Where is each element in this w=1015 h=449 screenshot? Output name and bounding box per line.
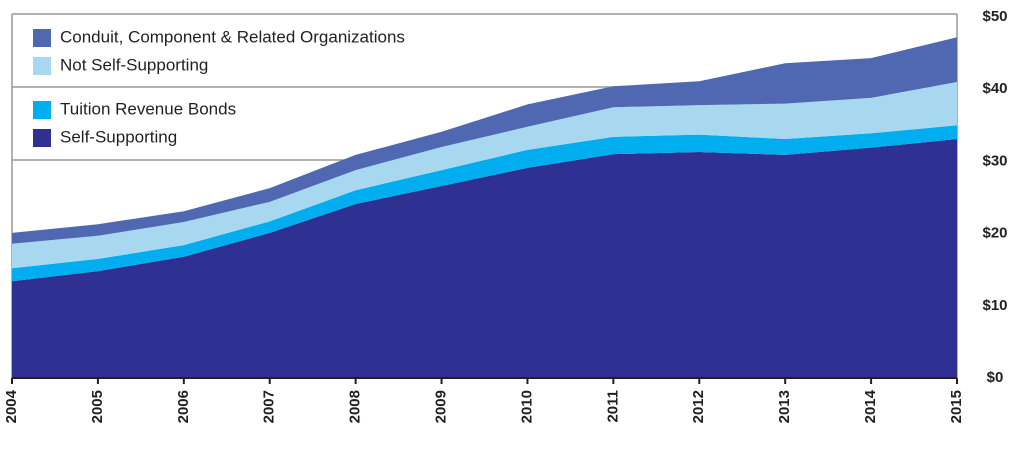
area	[12, 139, 957, 378]
x-tick-label: 2015	[948, 390, 965, 423]
overlay: 2004 2005 2006 2007 2008 2009 2010 2011 2012 2013…	[3, 8, 1008, 423]
x-tick-label: 2005	[89, 390, 106, 423]
x-tick-label: 2004	[3, 389, 20, 423]
x-tick-label: 2013	[776, 390, 793, 423]
legend-label: Conduit, Component & Related Organizatio…	[60, 27, 405, 46]
legend-swatch	[33, 101, 51, 119]
x-tick-label: 2008	[347, 390, 364, 423]
y-tick-label: $30	[982, 152, 1007, 169]
legend-swatch	[33, 129, 51, 147]
y-tick-label: $40	[982, 80, 1007, 97]
areas	[12, 37, 957, 378]
area	[12, 37, 957, 244]
y-tick-label: $50	[982, 8, 1007, 25]
x-tick-label: 2007	[261, 390, 278, 423]
area	[12, 81, 957, 269]
legend-label: Self-Supporting	[60, 127, 177, 146]
x-tick-label: 2014	[862, 389, 879, 423]
x-tick-label: 2012	[690, 390, 707, 423]
legend-swatch	[33, 29, 51, 47]
x-tick-label: 2010	[518, 390, 535, 423]
legend-swatch	[33, 57, 51, 75]
x-tick-label: 2011	[604, 390, 621, 423]
x-tick-label: 2006	[175, 390, 192, 423]
y-tick-label: $10	[982, 297, 1007, 314]
legend-label: Not Self-Supporting	[60, 55, 208, 74]
legend-label: Tuition Revenue Bonds	[60, 99, 236, 118]
area	[12, 125, 957, 282]
y-tick-label: $0	[987, 369, 1004, 386]
y-tick-label: $20	[982, 225, 1007, 242]
x-tick-label: 2009	[433, 390, 450, 423]
